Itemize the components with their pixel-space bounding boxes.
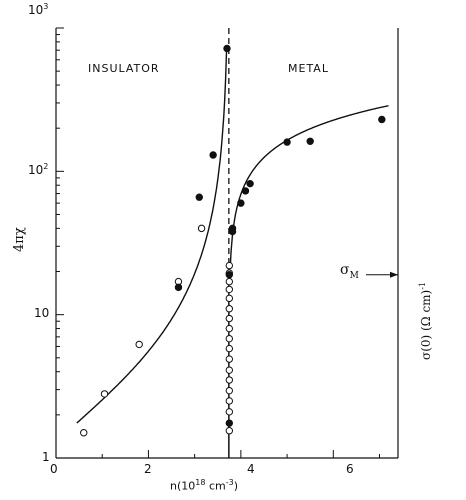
- y-tick-label: 103: [28, 2, 49, 17]
- filled-circle-point: [246, 179, 254, 188]
- data-points: [80, 44, 386, 437]
- x-tick-label: 0: [50, 462, 58, 476]
- filled-circle-point: [283, 138, 291, 146]
- filled-circle-point: [195, 193, 203, 201]
- filled-circle-point: [174, 283, 183, 292]
- open-circle-point: [225, 334, 234, 343]
- filled-circle-point: [225, 419, 234, 427]
- open-circle-point: [225, 355, 234, 363]
- open-circle-point: [100, 390, 109, 398]
- open-circle-point: [225, 294, 234, 303]
- filled-circle-point: [225, 271, 234, 279]
- open-circle-point: [225, 376, 234, 384]
- filled-circle-point: [228, 224, 237, 233]
- y-tick-label: 1: [42, 450, 50, 464]
- metal-region-label: METAL: [288, 62, 329, 75]
- open-circle-point: [225, 285, 234, 294]
- open-circle-point: [80, 429, 88, 437]
- filled-circle-point: [378, 115, 386, 124]
- sigma-m-arrowhead: [390, 271, 398, 278]
- filled-circle-point: [223, 44, 231, 53]
- x-tick-label: 6: [346, 462, 354, 476]
- x-axis-label: n(1018 cm-3): [170, 478, 238, 493]
- open-circle-point: [225, 397, 234, 405]
- metal-fit-curve: [228, 105, 389, 266]
- open-circle-point: [225, 408, 234, 416]
- insulator-fit-curve: [76, 51, 228, 424]
- y-axis-label-right: σ(0) (Ω cm)-1: [418, 281, 433, 360]
- open-circle-point: [225, 344, 234, 353]
- insulator-region-label: INSULATOR: [88, 62, 160, 75]
- open-circle-point: [225, 277, 234, 286]
- open-circle-point: [225, 386, 234, 395]
- filled-circle-point: [209, 151, 217, 159]
- open-circle-point: [225, 324, 234, 333]
- open-circle-point: [197, 224, 206, 233]
- y-tick-label: 10: [34, 306, 50, 320]
- filled-circle-point: [241, 187, 250, 195]
- filled-circle-point: [237, 199, 245, 207]
- x-tick-label: 2: [144, 462, 152, 476]
- open-circle-point: [225, 427, 234, 435]
- x-tick-label: 4: [247, 462, 255, 476]
- open-circle-point: [135, 340, 143, 349]
- open-circle-point: [225, 261, 234, 270]
- y-tick-label: 102: [28, 162, 49, 177]
- sigma-m-label: σM: [340, 262, 359, 281]
- filled-circle-point: [306, 137, 314, 146]
- y-axis-label-left: 4πχ: [12, 227, 27, 252]
- open-circle-point: [225, 366, 234, 374]
- open-circle-point: [225, 314, 234, 323]
- open-circle-point: [225, 305, 234, 313]
- fit-curves: [76, 51, 389, 424]
